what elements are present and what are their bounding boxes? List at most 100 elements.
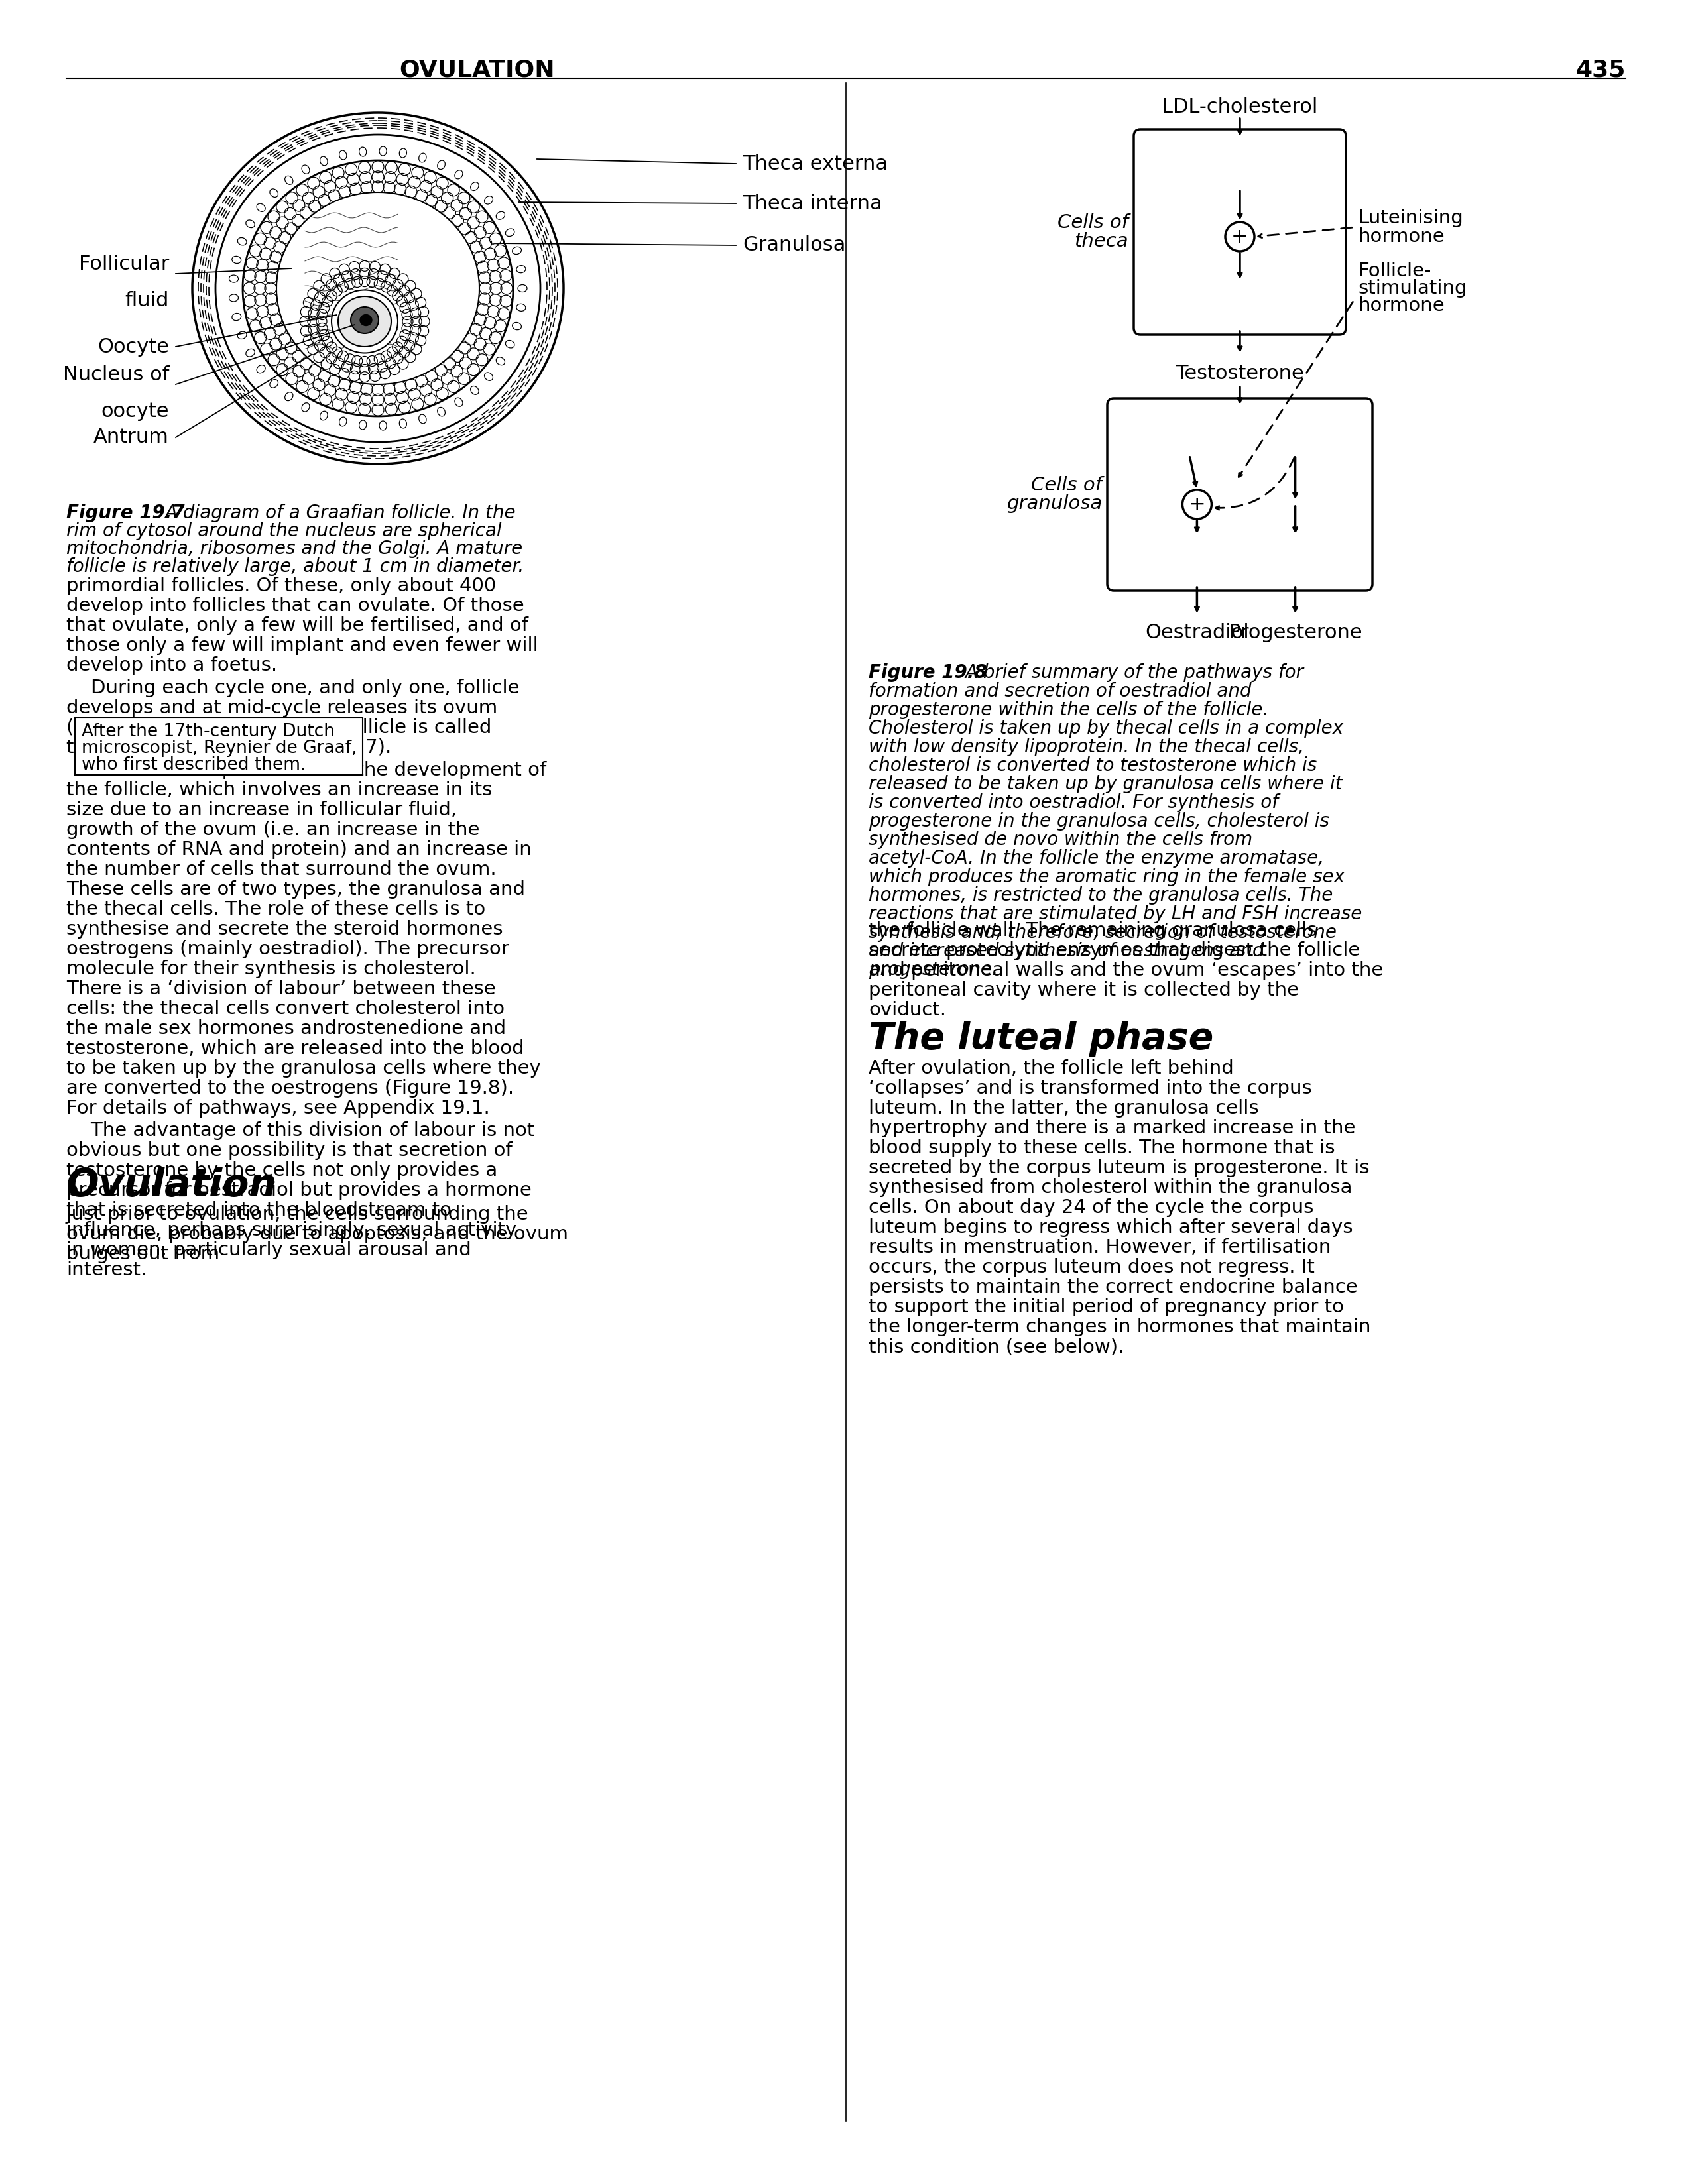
Text: in women, particularly sexual arousal and: in women, particularly sexual arousal an… <box>66 1241 472 1260</box>
Text: +: + <box>1188 496 1205 513</box>
Text: synthesise and secrete the steroid hormones: synthesise and secrete the steroid hormo… <box>66 919 503 939</box>
Text: Figure 19.8: Figure 19.8 <box>868 664 993 681</box>
Text: These cells are of two types, the granulosa and: These cells are of two types, the granul… <box>66 880 525 900</box>
Text: persists to maintain the correct endocrine balance: persists to maintain the correct endocri… <box>868 1278 1357 1297</box>
Text: Just prior to ovulation, the cells surrounding the: Just prior to ovulation, the cells surro… <box>66 1206 530 1223</box>
FancyBboxPatch shape <box>1107 397 1372 590</box>
Text: Follicular: Follicular <box>78 256 169 273</box>
Text: Antrum: Antrum <box>93 428 169 448</box>
Text: the Graafian follicle (Figure 19.7).: the Graafian follicle (Figure 19.7). <box>66 738 391 758</box>
Text: and peritoneal walls and the ovum ‘escapes’ into the: and peritoneal walls and the ovum ‘escap… <box>868 961 1382 981</box>
Text: develop into follicles that can ovulate. Of those: develop into follicles that can ovulate.… <box>66 596 525 616</box>
Text: occurs, the corpus luteum does not regress. It: occurs, the corpus luteum does not regre… <box>868 1258 1315 1278</box>
Text: oviduct.: oviduct. <box>868 1000 946 1020</box>
Text: the longer-term changes in hormones that maintain: the longer-term changes in hormones that… <box>868 1317 1371 1337</box>
Text: influence, perhaps surprisingly, sexual activity: influence, perhaps surprisingly, sexual … <box>66 1221 516 1241</box>
Ellipse shape <box>338 297 391 347</box>
Text: secrete proteolytic enzymes that digest the follicle: secrete proteolytic enzymes that digest … <box>868 941 1360 959</box>
Text: synthesised from cholesterol within the granulosa: synthesised from cholesterol within the … <box>868 1179 1352 1197</box>
Text: which produces the aromatic ring in the female sex: which produces the aromatic ring in the … <box>868 867 1345 887</box>
Text: For details of pathways, see Appendix 19.1.: For details of pathways, see Appendix 19… <box>66 1099 489 1118</box>
Text: Ovulation: Ovulation <box>66 1166 277 1203</box>
Text: contents of RNA and protein) and an increase in: contents of RNA and protein) and an incr… <box>66 841 531 858</box>
Text: to support the initial period of pregnancy prior to: to support the initial period of pregnan… <box>868 1297 1343 1317</box>
Text: Oestradiol: Oestradiol <box>1145 622 1249 642</box>
Text: During each cycle one, and only one, follicle: During each cycle one, and only one, fol… <box>66 679 519 697</box>
Text: reactions that are stimulated by LH and FSH increase: reactions that are stimulated by LH and … <box>868 904 1362 924</box>
Text: LDL-cholesterol: LDL-cholesterol <box>1162 98 1318 118</box>
Text: Granulosa: Granulosa <box>743 236 846 256</box>
Text: is converted into oestradiol. For synthesis of: is converted into oestradiol. For synthe… <box>868 793 1277 812</box>
Text: that ovulate, only a few will be fertilised, and of: that ovulate, only a few will be fertili… <box>66 616 528 636</box>
Text: Cells of: Cells of <box>1058 214 1129 232</box>
Text: that is secreted into the bloodstream to: that is secreted into the bloodstream to <box>66 1201 452 1219</box>
Text: synthesis and, therefore, secretion of testosterone: synthesis and, therefore, secretion of t… <box>868 924 1337 941</box>
Text: the number of cells that surround the ovum.: the number of cells that surround the ov… <box>66 860 496 878</box>
Text: rim of cytosol around the nucleus are spherical: rim of cytosol around the nucleus are sp… <box>66 522 501 539</box>
Text: ovum die, probably due to apoptosis, and the ovum: ovum die, probably due to apoptosis, and… <box>66 1225 569 1243</box>
Text: develops and at mid-cycle releases its ovum: develops and at mid-cycle releases its o… <box>66 699 497 716</box>
Text: A brief summary of the pathways for: A brief summary of the pathways for <box>964 664 1303 681</box>
Text: The advantage of this division of labour is not: The advantage of this division of labour… <box>66 1123 535 1140</box>
Text: formation and secretion of oestradiol and: formation and secretion of oestradiol an… <box>868 681 1252 701</box>
Text: Cholesterol is taken up by thecal cells in a complex: Cholesterol is taken up by thecal cells … <box>868 719 1343 738</box>
Text: cells. On about day 24 of the cycle the corpus: cells. On about day 24 of the cycle the … <box>868 1199 1313 1216</box>
Text: cells: the thecal cells convert cholesterol into: cells: the thecal cells convert choleste… <box>66 1000 504 1018</box>
Text: 435: 435 <box>1575 59 1626 81</box>
Text: Luteinising: Luteinising <box>1359 210 1464 227</box>
Text: There is a ‘division of labour’ between these: There is a ‘division of labour’ between … <box>66 981 496 998</box>
Text: synthesised de novo within the cells from: synthesised de novo within the cells fro… <box>868 830 1252 850</box>
Text: Oocyte: Oocyte <box>98 336 169 356</box>
Text: hypertrophy and there is a marked increase in the: hypertrophy and there is a marked increa… <box>868 1118 1355 1138</box>
Text: the thecal cells. The role of these cells is to: the thecal cells. The role of these cell… <box>66 900 486 919</box>
Text: luteum begins to regress which after several days: luteum begins to regress which after sev… <box>868 1219 1354 1236</box>
Text: progesterone.: progesterone. <box>868 961 998 978</box>
Text: oocyte: oocyte <box>102 402 169 422</box>
Text: Progesterone: Progesterone <box>1218 537 1372 557</box>
Text: oestrogens (mainly oestradiol). The precursor: oestrogens (mainly oestradiol). The prec… <box>66 939 509 959</box>
Text: theca: theca <box>1074 232 1129 251</box>
Text: precursor for oestradiol but provides a hormone: precursor for oestradiol but provides a … <box>66 1182 531 1199</box>
Text: progesterone within the cells of the follicle.: progesterone within the cells of the fol… <box>868 701 1269 719</box>
Text: hormone: hormone <box>1359 227 1445 247</box>
Text: Progesterone: Progesterone <box>1228 622 1362 642</box>
Text: granulosa: granulosa <box>1007 494 1101 513</box>
Text: who first described them.: who first described them. <box>81 756 306 773</box>
Text: The follicular phase covers the development of: The follicular phase covers the developm… <box>66 760 547 780</box>
Text: interest.: interest. <box>66 1260 147 1280</box>
Text: molecule for their synthesis is cholesterol.: molecule for their synthesis is choleste… <box>66 959 475 978</box>
Text: Oestradiol: Oestradiol <box>1137 537 1255 557</box>
Text: ‘collapses’ and is transformed into the corpus: ‘collapses’ and is transformed into the … <box>868 1079 1311 1099</box>
Text: the follicle, which involves an increase in its: the follicle, which involves an increase… <box>66 782 492 799</box>
Text: the follicle wall. The remaining granulosa cells: the follicle wall. The remaining granulo… <box>868 922 1316 939</box>
Text: +: + <box>1232 227 1249 247</box>
Text: testosterone by the cells not only provides a: testosterone by the cells not only provi… <box>66 1162 497 1179</box>
Text: OVULATION: OVULATION <box>399 59 555 81</box>
Text: Testosterone: Testosterone <box>1176 363 1305 382</box>
Text: Cholesterol: Cholesterol <box>1230 435 1360 452</box>
Text: Testosterone: Testosterone <box>1166 282 1313 301</box>
Text: to be taken up by the granulosa cells where they: to be taken up by the granulosa cells wh… <box>66 1059 541 1077</box>
Text: microscopist, Reynier de Graaf,: microscopist, Reynier de Graaf, <box>81 740 357 758</box>
Text: are converted to the oestrogens (Figure 19.8).: are converted to the oestrogens (Figure … <box>66 1079 514 1099</box>
Text: luteum. In the latter, the granulosa cells: luteum. In the latter, the granulosa cel… <box>868 1099 1259 1118</box>
Text: and increased synthesis of oestrogens and: and increased synthesis of oestrogens an… <box>868 941 1264 961</box>
Text: A diagram of a Graafian follicle. In the: A diagram of a Graafian follicle. In the <box>164 505 516 522</box>
Text: results in menstruation. However, if fertilisation: results in menstruation. However, if fer… <box>868 1238 1332 1256</box>
Text: mitochondria, ribosomes and the Golgi. A mature: mitochondria, ribosomes and the Golgi. A… <box>66 539 523 559</box>
Text: released to be taken up by granulosa cells where it: released to be taken up by granulosa cel… <box>868 775 1342 793</box>
Text: acetyl-CoA. In the follicle the enzyme aromatase,: acetyl-CoA. In the follicle the enzyme a… <box>868 850 1325 867</box>
FancyBboxPatch shape <box>74 719 362 775</box>
Text: The luteal phase: The luteal phase <box>868 1020 1213 1057</box>
Text: fluid: fluid <box>125 290 169 310</box>
Text: Nucleus of: Nucleus of <box>63 365 169 384</box>
Text: Follicle-: Follicle- <box>1359 262 1431 280</box>
Text: Testosterone: Testosterone <box>1115 435 1264 452</box>
Ellipse shape <box>242 159 513 417</box>
Ellipse shape <box>193 114 563 463</box>
FancyBboxPatch shape <box>1134 129 1345 334</box>
Ellipse shape <box>215 135 540 441</box>
Text: testosterone, which are released into the blood: testosterone, which are released into th… <box>66 1040 525 1057</box>
Text: blood supply to these cells. The hormone that is: blood supply to these cells. The hormone… <box>868 1138 1335 1158</box>
Ellipse shape <box>360 314 372 325</box>
